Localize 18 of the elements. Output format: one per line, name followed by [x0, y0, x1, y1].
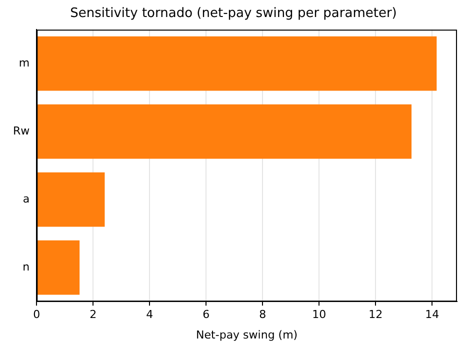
bar	[37, 172, 105, 227]
y-tick-label: Rw	[13, 124, 30, 138]
y-tick-label: m	[18, 56, 30, 70]
y-tick-label: a	[22, 192, 30, 206]
x-tick-label: 14	[425, 308, 440, 322]
x-tick-label: 0	[33, 308, 40, 322]
chart-title: Sensitivity tornado (net-pay swing per parameter)	[70, 6, 397, 22]
x-tick-label: 12	[368, 308, 383, 322]
bar	[37, 36, 437, 91]
y-tick-label: n	[22, 260, 30, 274]
bar	[37, 104, 412, 159]
x-tick-label: 4	[146, 308, 154, 322]
x-axis-title: Net-pay swing (m)	[196, 328, 298, 342]
bar	[37, 240, 80, 295]
x-tick-label: 10	[312, 308, 326, 322]
x-tick-label: 8	[259, 308, 266, 322]
x-tick-label: 2	[90, 308, 97, 322]
x-tick-label: 6	[202, 308, 210, 322]
